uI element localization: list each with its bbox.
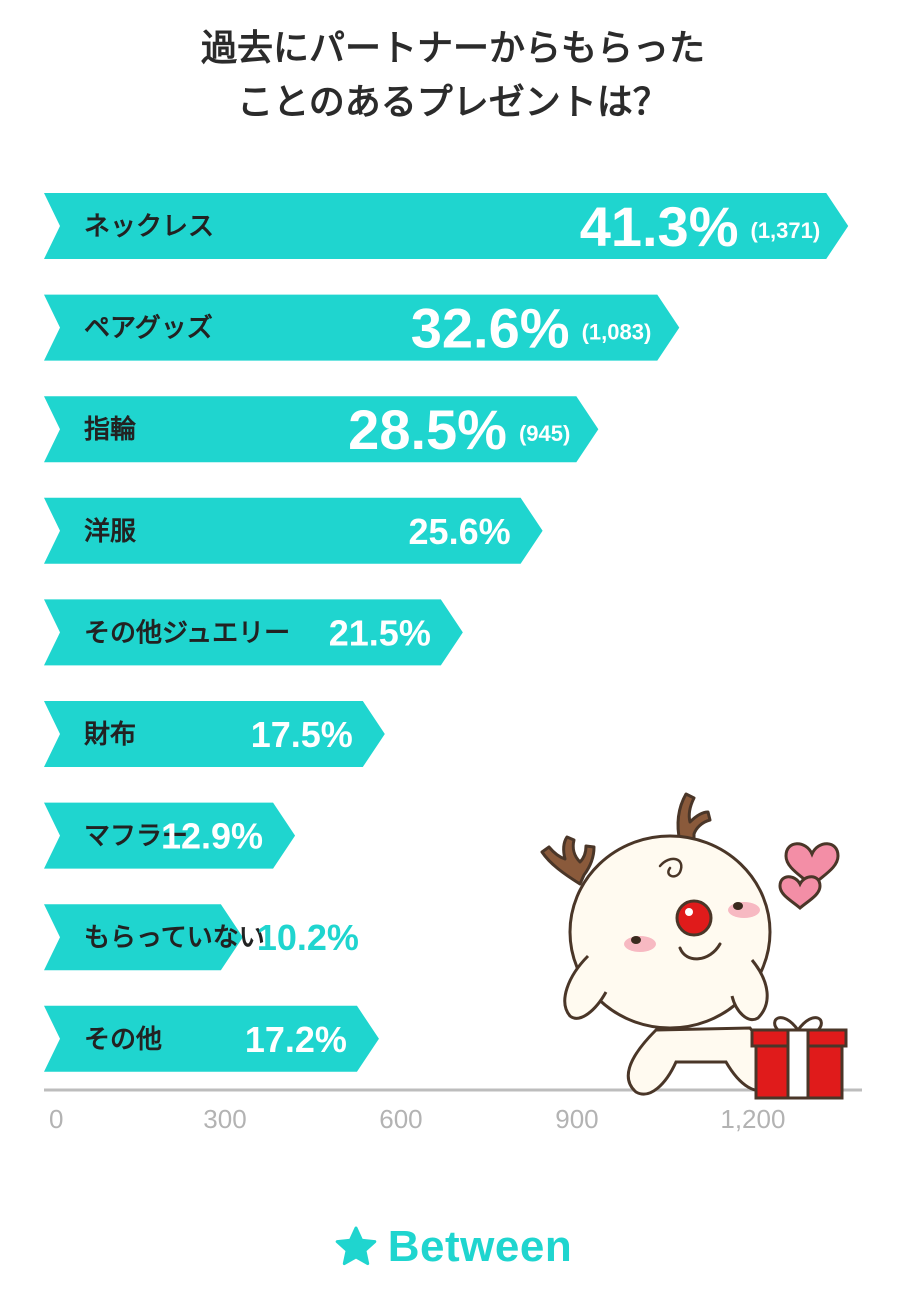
category-label-3: 指輪 <box>84 414 137 445</box>
star-icon <box>335 1226 377 1266</box>
category-label-5: その他ジュエリー <box>84 618 290 648</box>
percent-label-1: 41.3% <box>580 195 739 258</box>
bar-1 <box>44 193 849 259</box>
category-label-1: ネックレス <box>84 212 214 242</box>
percent-label-9: 17.2% <box>245 1019 347 1060</box>
bar-8 <box>44 904 243 971</box>
bar-7 <box>44 802 296 869</box>
chart-title-line-2: ことのあるプレゼントは？ <box>237 82 669 123</box>
count-label-1: (1,371) <box>751 218 821 243</box>
reindeer-body <box>563 834 777 1096</box>
x-tick-label-1: 0 <box>49 1104 63 1134</box>
percent-label-7: 12.9% <box>161 816 263 857</box>
x-tick-label-4: 900 <box>555 1104 598 1134</box>
antler-icon <box>540 792 712 886</box>
count-label-3: (945) <box>519 421 570 446</box>
reindeer-face <box>624 857 760 961</box>
chart-title: 過去にパートナーからもらった ことのあるプレゼントは？ <box>0 22 906 130</box>
gift-box-icon <box>750 1016 848 1100</box>
heart-icon <box>778 842 840 910</box>
percent-label-8: 10.2% <box>257 917 359 958</box>
category-label-6: 財布 <box>84 720 136 750</box>
percent-label-6: 17.5% <box>251 714 353 755</box>
x-axis-ticks: 0 300 600 900 1,200 <box>49 1104 785 1134</box>
brand-footer: Between <box>0 1222 906 1272</box>
brand-name: Between <box>387 1222 573 1271</box>
category-label-7: マフラー <box>84 822 188 852</box>
x-tick-label-5: 1,200 <box>720 1104 785 1134</box>
x-tick-label-2: 300 <box>203 1104 246 1134</box>
bar-9 <box>44 1005 379 1072</box>
chart-title-line-1: 過去にパートナーからもらった <box>200 28 705 69</box>
percent-label-5: 21.5% <box>329 612 431 653</box>
category-label-9: その他 <box>84 1025 162 1055</box>
category-label-4: 洋服 <box>84 516 137 547</box>
category-label-8: もらっていない <box>84 923 265 953</box>
bar-4 <box>44 497 543 564</box>
category-label-2: ペアグッズ <box>84 313 213 344</box>
reindeer-mascot-illustration <box>540 792 848 1100</box>
percent-label-3: 28.5% <box>348 398 507 461</box>
bar-6 <box>44 701 385 767</box>
bar-series: ネックレス (1,371) 41.3% ペアグッズ (1,083) 32.6% 指輪 (945… <box>44 193 849 1072</box>
percent-label-2: 32.6% <box>411 297 570 360</box>
count-label-2: (1,083) <box>582 320 652 345</box>
percent-label-4: 25.6% <box>409 511 511 552</box>
x-tick-label-3: 600 <box>379 1104 422 1134</box>
bar-3 <box>44 396 599 463</box>
bar-5 <box>44 599 463 666</box>
bar-2 <box>44 294 680 361</box>
